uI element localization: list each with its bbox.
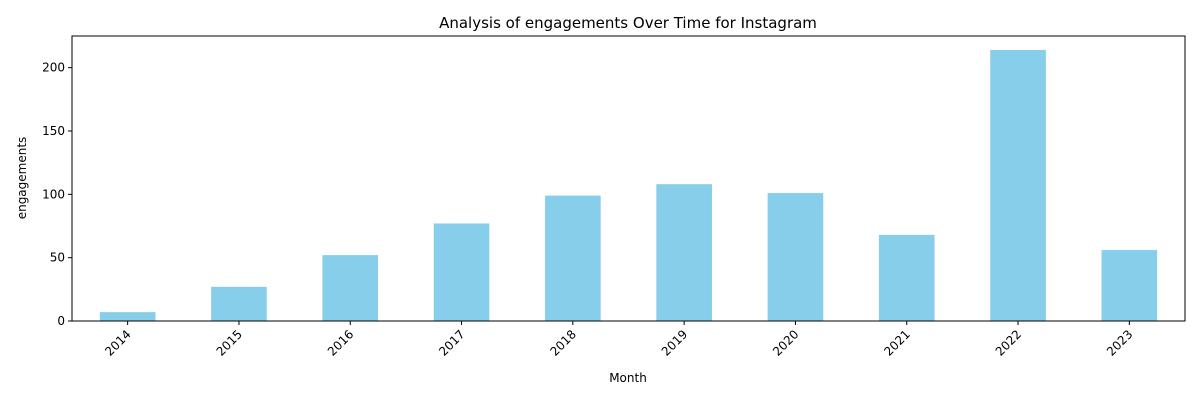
bar-2023	[1101, 250, 1158, 321]
y-tick-label-200: 200	[42, 61, 65, 75]
x-tick-label-2020: 2020	[770, 327, 801, 358]
bar-2017	[433, 223, 490, 321]
x-tick-label-2016: 2016	[325, 327, 356, 358]
y-tick-label-50: 50	[50, 251, 65, 265]
x-tick-label-2018: 2018	[547, 327, 578, 358]
x-axis: 2014 2015 2016 2017 2018 2019 2020 2021 2022 2023	[102, 321, 1135, 359]
x-tick-label-2021: 2021	[881, 327, 912, 358]
x-tick-label-2023: 2023	[1104, 327, 1135, 358]
x-tick-label-2022: 2022	[993, 327, 1024, 358]
x-tick-label-2019: 2019	[659, 327, 690, 358]
bar-2020	[767, 193, 824, 321]
bar-2014	[99, 312, 156, 321]
bar-2021	[878, 234, 935, 321]
bar-2018	[545, 195, 601, 321]
bar-2022	[990, 49, 1046, 321]
x-tick-label-2014: 2014	[102, 327, 133, 358]
y-tick-label-100: 100	[42, 187, 65, 201]
bar-2019	[656, 184, 712, 321]
x-tick-label-2015: 2015	[214, 327, 245, 358]
x-tick-label-2017: 2017	[436, 327, 467, 358]
y-tick-label-0: 0	[57, 314, 65, 328]
bar-2015	[211, 286, 267, 321]
x-axis-label: Month	[609, 371, 647, 385]
y-axis: 0 50 100 150 200	[42, 61, 72, 328]
y-tick-label-150: 150	[42, 124, 65, 138]
bar-2016	[322, 255, 379, 321]
chart-title: Analysis of engagements Over Time for In…	[439, 14, 817, 32]
y-axis-label: engagements	[15, 137, 29, 220]
bars-group	[99, 49, 1158, 321]
plot-frame	[71, 35, 1186, 322]
